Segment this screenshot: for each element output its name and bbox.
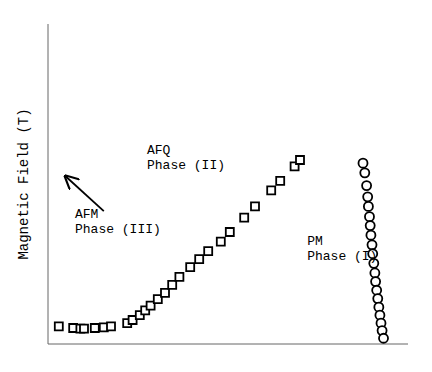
svg-text:Magnetic Field (T): Magnetic Field (T)	[16, 108, 32, 259]
svg-text:AFMPhase (III): AFMPhase (III)	[75, 207, 161, 238]
svg-text:PMPhase (I): PMPhase (I)	[307, 234, 377, 265]
svg-text:AFQPhase (II): AFQPhase (II)	[147, 143, 225, 174]
